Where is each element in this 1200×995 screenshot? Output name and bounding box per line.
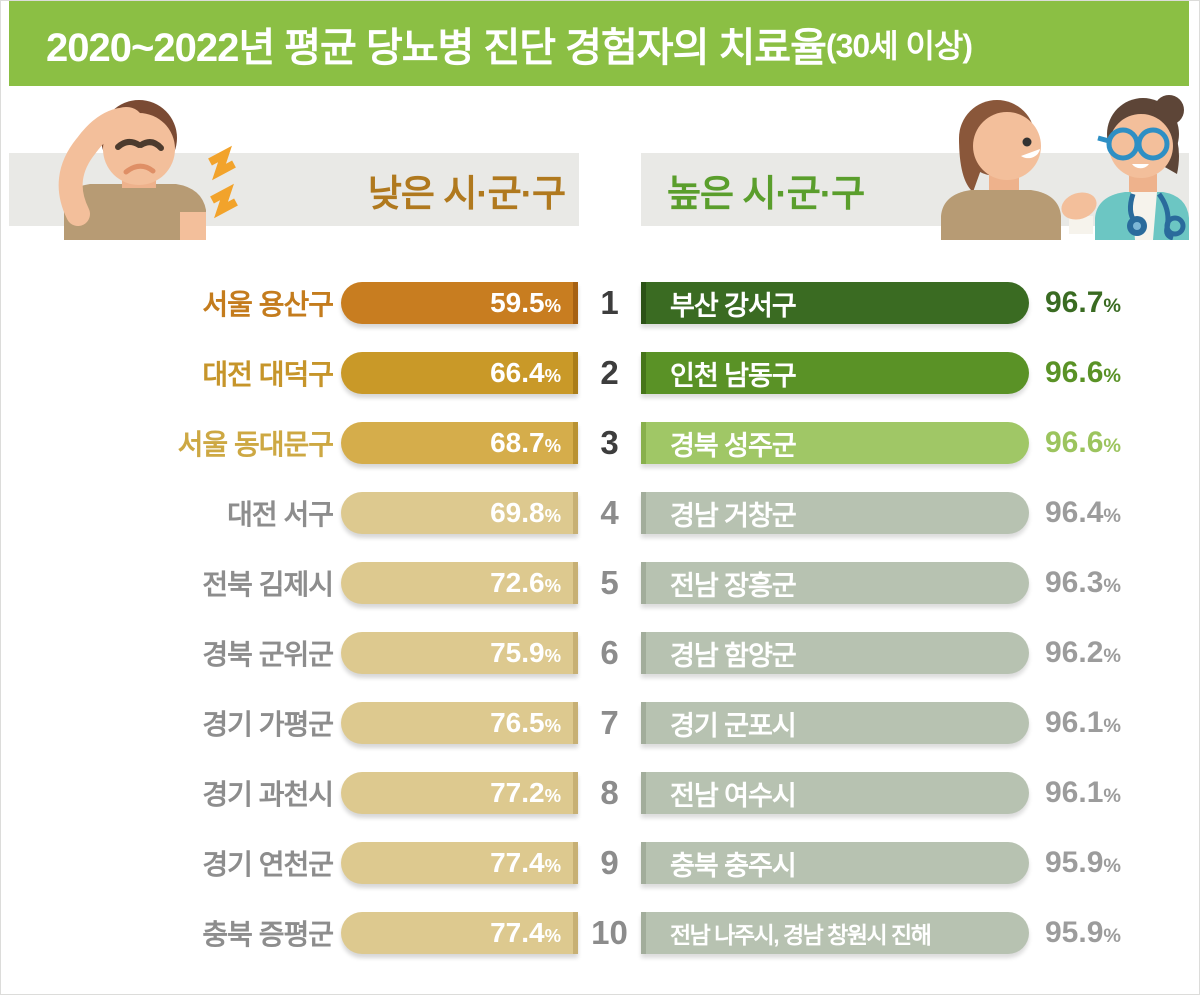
low-value: 77.2% (490, 777, 561, 808)
high-bar: 인천 남동구 (641, 352, 1029, 394)
high-value: 96.7% (1045, 286, 1121, 319)
low-label: 대전 서구 (227, 499, 334, 530)
low-value: 59.5% (490, 287, 561, 318)
low-label: 전북 김제시 (202, 569, 334, 600)
low-column-band: 낮은 시·군·구 (9, 153, 579, 226)
high-bar: 경북 성주군 (641, 422, 1029, 464)
low-label: 충북 증평군 (202, 919, 334, 950)
low-bar: 77.2% (341, 772, 578, 814)
high-bar: 경남 함양군 (641, 632, 1029, 674)
high-bar: 부산 강서구 (641, 282, 1029, 324)
low-value: 68.7% (490, 427, 561, 458)
low-bar: 77.4% (341, 842, 578, 884)
page-title: 2020~2022년 평균 당뇨병 진단 경험자의 치료율 (46, 25, 827, 70)
title-bar: 2020~2022년 평균 당뇨병 진단 경험자의 치료율 (30세 이상) (9, 1, 1189, 86)
high-label: 부산 강서구 (670, 290, 797, 321)
rank-number: 5 (600, 564, 619, 601)
rank-number: 7 (600, 704, 619, 741)
high-label: 전남 장흥군 (670, 570, 797, 601)
rank-number: 2 (600, 354, 619, 391)
rank-row-3: 서울 동대문구 68.7% 3 경북 성주군 96.6% (9, 408, 1193, 478)
low-value: 66.4% (490, 357, 561, 388)
low-bar: 68.7% (341, 422, 578, 464)
rank-row-10: 충북 증평군 77.4% 10 전남 나주시, 경남 창원시 진해 95.9% (9, 898, 1193, 968)
low-bar: 76.5% (341, 702, 578, 744)
page-title-suffix: (30세 이상) (825, 27, 973, 64)
low-label: 경기 가평군 (202, 709, 334, 740)
low-value: 76.5% (490, 707, 561, 738)
low-label: 경북 군위군 (202, 639, 334, 670)
low-label: 경기 연천군 (202, 849, 334, 880)
low-bar: 75.9% (341, 632, 578, 674)
high-column-header: 높은 시·군·구 (667, 172, 865, 214)
rank-row-4: 대전 서구 69.8% 4 경남 거창군 96.4% (9, 478, 1193, 548)
high-label: 경북 성주군 (670, 430, 797, 461)
high-label: 경남 거창군 (670, 500, 797, 531)
high-label: 경기 군포시 (670, 710, 797, 741)
high-value: 96.2% (1045, 636, 1121, 669)
rank-number: 4 (600, 494, 619, 531)
low-bar: 59.5% (341, 282, 578, 324)
rank-row-8: 경기 과천시 77.2% 8 전남 여수시 96.1% (9, 758, 1193, 828)
low-label: 대전 대덕구 (202, 359, 334, 390)
rank-row-5: 전북 김제시 72.6% 5 전남 장흥군 96.3% (9, 548, 1193, 618)
low-value: 69.8% (490, 497, 561, 528)
high-value: 95.9% (1045, 916, 1121, 949)
high-value: 96.6% (1045, 426, 1121, 459)
high-bar: 전남 나주시, 경남 창원시 진해 (641, 912, 1029, 954)
rank-number: 8 (600, 774, 619, 811)
high-label: 충북 충주시 (670, 850, 797, 881)
high-bar: 경기 군포시 (641, 702, 1029, 744)
high-bar: 전남 여수시 (641, 772, 1029, 814)
high-value: 96.6% (1045, 356, 1121, 389)
rank-number: 6 (600, 634, 619, 671)
rank-row-9: 경기 연천군 77.4% 9 충북 충주시 95.9% (9, 828, 1193, 898)
rank-row-6: 경북 군위군 75.9% 6 경남 함양군 96.2% (9, 618, 1193, 688)
rank-number: 1 (600, 284, 619, 321)
low-value: 77.4% (490, 847, 561, 878)
low-label: 서울 동대문구 (177, 429, 334, 460)
high-bar: 경남 거창군 (641, 492, 1029, 534)
low-value: 72.6% (490, 567, 561, 598)
high-bar: 충북 충주시 (641, 842, 1029, 884)
low-label: 서울 용산구 (202, 289, 334, 320)
low-bar: 77.4% (341, 912, 578, 954)
high-label: 전남 여수시 (670, 780, 797, 811)
high-value: 95.9% (1045, 846, 1121, 879)
high-value: 96.1% (1045, 706, 1121, 739)
low-label: 경기 과천시 (202, 779, 334, 810)
low-value: 75.9% (490, 637, 561, 668)
high-value: 96.4% (1045, 496, 1121, 529)
rank-row-2: 대전 대덕구 66.4% 2 인천 남동구 96.6% (9, 338, 1193, 408)
ranking-rows: 서울 용산구 59.5% 1 부산 강서구 96.7% 대전 대덕구 66.4%… (9, 268, 1193, 968)
high-bar: 전남 장흥군 (641, 562, 1029, 604)
high-value: 96.3% (1045, 566, 1121, 599)
high-value: 96.1% (1045, 776, 1121, 809)
rank-number: 3 (600, 424, 619, 461)
low-bar: 66.4% (341, 352, 578, 394)
rank-number: 10 (591, 914, 628, 951)
rank-row-1: 서울 용산구 59.5% 1 부산 강서구 96.7% (9, 268, 1193, 338)
high-column-band: 높은 시·군·구 (641, 153, 1189, 226)
low-bar: 69.8% (341, 492, 578, 534)
high-label: 경남 함양군 (670, 640, 797, 671)
high-label: 인천 남동구 (670, 360, 797, 391)
low-value: 77.4% (490, 917, 561, 948)
rank-number: 9 (600, 844, 619, 881)
high-label: 전남 나주시, 경남 창원시 진해 (670, 922, 932, 948)
low-bar: 72.6% (341, 562, 578, 604)
rank-row-7: 경기 가평군 76.5% 7 경기 군포시 96.1% (9, 688, 1193, 758)
low-column-header: 낮은 시·군·구 (367, 172, 566, 214)
